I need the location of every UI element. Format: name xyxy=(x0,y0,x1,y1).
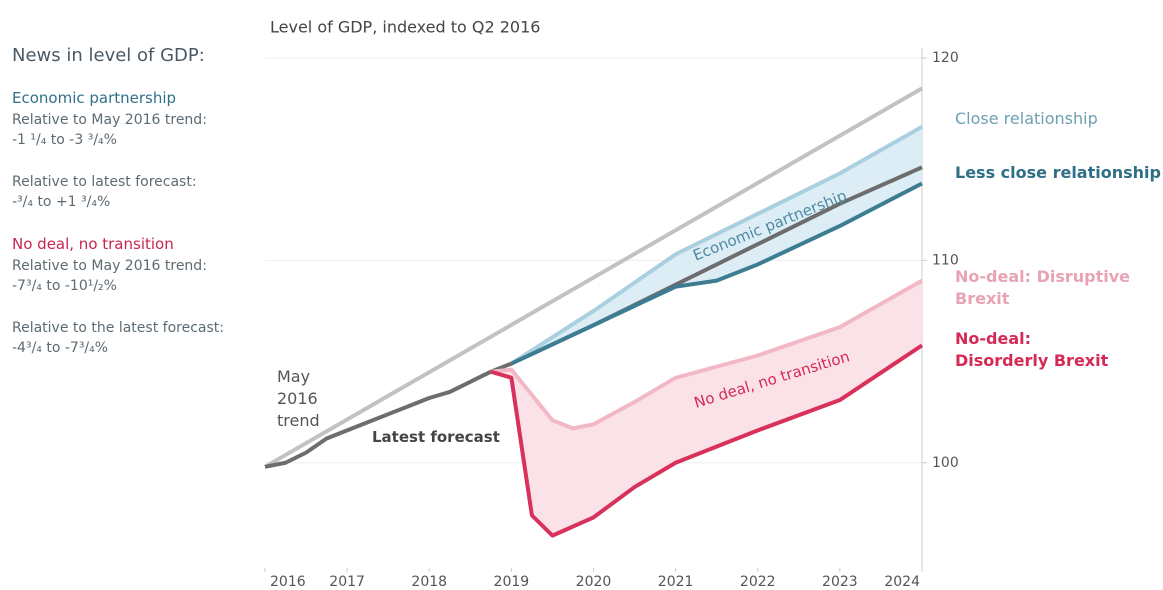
series-label: Latest forecast xyxy=(372,428,500,446)
y-tick-label: 120 xyxy=(932,50,959,66)
section-title: Economic partnership xyxy=(12,89,177,107)
sidebar-section: Economic partnership Relative to May 2016… xyxy=(12,88,262,212)
y-tick-label: 110 xyxy=(932,252,959,268)
section-item: Relative to the latest forecast: -4³/₄ to… xyxy=(12,318,262,358)
series-label: Less close relationship xyxy=(955,163,1161,182)
item-value: -³/₄ to +1 ³/₄% xyxy=(12,194,111,210)
series-label: No-deal: Disorderly Brexit xyxy=(955,329,1109,370)
item-value: -1 ¹/₄ to -3 ³/₄% xyxy=(12,132,117,148)
series-line xyxy=(264,165,923,469)
shaded-band xyxy=(511,126,922,364)
item-value: -4³/₄ to -7³/₄% xyxy=(12,340,109,356)
section-item: Relative to latest forecast: -³/₄ to +1 ³… xyxy=(12,172,262,212)
series-label: Close relationship xyxy=(955,109,1098,128)
sidebar-heading: News in level of GDP: xyxy=(12,45,205,66)
x-tick-label: 2021 xyxy=(658,574,694,590)
series-line xyxy=(510,125,923,366)
x-tick-label: 2017 xyxy=(329,574,365,590)
x-tick-label: 2024 xyxy=(884,574,920,590)
item-label: Relative to the latest forecast: xyxy=(12,320,224,336)
chart-title: Level of GDP, indexed to Q2 2016 xyxy=(270,18,540,37)
series-line xyxy=(264,86,923,469)
item-label: Relative to latest forecast: xyxy=(12,174,197,190)
shaded-band xyxy=(490,280,922,536)
section-title: No deal, no transition xyxy=(12,235,174,253)
x-tick-label: 2016 xyxy=(270,574,306,590)
section-item: Relative to May 2016 trend: -1 ¹/₄ to -3 … xyxy=(12,110,262,150)
section-item: Relative to May 2016 trend: -7³/₄ to -10¹… xyxy=(12,256,262,296)
x-tick-label: 2022 xyxy=(740,574,776,590)
y-tick-label: 100 xyxy=(932,455,959,471)
sidebar: News in level of GDP: Economic partnersh… xyxy=(12,46,262,380)
item-label: Relative to May 2016 trend: xyxy=(12,112,207,128)
x-tick-label: 2020 xyxy=(576,574,612,590)
item-label: Relative to May 2016 trend: xyxy=(12,258,207,274)
series-line xyxy=(510,181,923,366)
item-value: -7³/₄ to -10¹/₂% xyxy=(12,278,117,294)
x-tick-label: 2018 xyxy=(411,574,447,590)
x-tick-label: 2019 xyxy=(494,574,530,590)
series-label: May 2016 trend xyxy=(277,367,320,430)
x-tick-label: 2023 xyxy=(822,574,858,590)
series-line xyxy=(490,343,924,538)
series-line xyxy=(490,278,923,431)
sidebar-section: No deal, no transition Relative to May 20… xyxy=(12,234,262,358)
series-label: No-deal: Disruptive Brexit xyxy=(955,267,1131,308)
